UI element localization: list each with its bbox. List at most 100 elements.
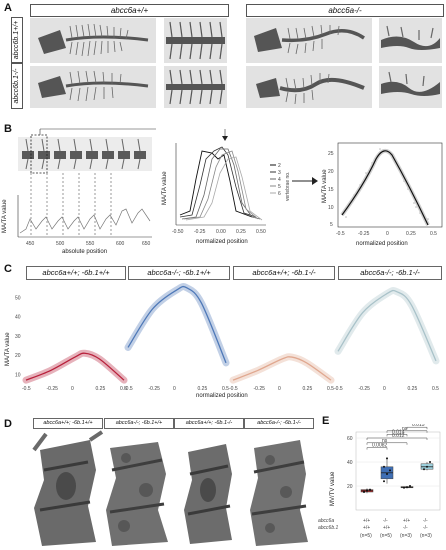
c-xtick: -0.5 xyxy=(124,386,133,392)
e-bracket xyxy=(406,426,428,430)
e-row2-value: -/- xyxy=(403,525,408,531)
panel-e-label: E xyxy=(322,415,330,427)
vertebra-closeup-wt-wt xyxy=(164,18,227,63)
d-vertebra-render-4 xyxy=(250,440,308,546)
e-pvalue: 0.0082 xyxy=(372,443,388,449)
b-right-xtick-2: -0.25 xyxy=(358,231,370,237)
b-right-ytick-25: 25 xyxy=(328,151,334,157)
skeleton-image-wt-ko xyxy=(30,66,156,108)
c-series-line xyxy=(127,285,227,364)
b-right-xtick-3: 0 xyxy=(386,231,389,237)
e-point xyxy=(403,486,405,489)
b-legend-item-2: 2 xyxy=(278,163,281,169)
c-xtick: 0.25 xyxy=(96,386,106,392)
e-ytick: 40 xyxy=(347,460,353,466)
e-row2-value: -/- xyxy=(423,525,428,531)
e-ytick: 20 xyxy=(347,484,353,490)
row-label-abcc6b1-ko: abcc6b.1-/- xyxy=(11,63,23,109)
b-legend-item-6: 6 xyxy=(278,191,281,197)
e-row1-value: +/+ xyxy=(403,518,410,524)
c-series-line xyxy=(232,356,332,381)
c-xtick: -0.25 xyxy=(149,386,161,392)
e-point xyxy=(383,465,385,468)
e-point xyxy=(389,469,391,472)
panel-a-label: A xyxy=(4,2,12,14)
b-legend-item-5: 5 xyxy=(278,184,281,190)
b-left-xtick-2: 500 xyxy=(56,241,65,247)
c-xtick: -0.25 xyxy=(47,386,59,392)
c-xtick: -0.5 xyxy=(22,386,31,392)
b-mid-xtick-5: 0.50 xyxy=(256,229,266,235)
panel-b-middle: MA/TA value -0.50 -0.25 0.00 0.25 0.50 n… xyxy=(162,129,291,245)
c-ytick: 40 xyxy=(15,315,21,321)
e-point xyxy=(406,486,408,489)
e-point xyxy=(409,485,411,487)
e-point xyxy=(386,457,388,460)
panel-b-left: MA/TA value 450 500 550 600 650 absolute… xyxy=(2,128,156,255)
c-xtick: -0.5 xyxy=(334,386,343,392)
c-xtick: 0.5 xyxy=(222,386,229,392)
e-point xyxy=(386,473,388,475)
c-xtick: -0.5 xyxy=(229,386,238,392)
b-left-xlabel: absolute position xyxy=(62,249,107,255)
d-condition-3: abcc6a+/+; -6b.1-/- xyxy=(174,418,244,429)
c-xtick: 0.25 xyxy=(198,386,208,392)
c-xtick: 0 xyxy=(278,386,281,392)
c-series-line xyxy=(25,352,125,381)
e-n-value: (n=5) xyxy=(360,533,372,539)
c-xtick: 0.25 xyxy=(408,386,418,392)
e-frame xyxy=(355,431,441,511)
c-ylabel: MA/TA value xyxy=(5,332,11,366)
b-arrow xyxy=(292,177,318,185)
e-point xyxy=(423,468,425,471)
b-mid-ylabel: MA/TA value xyxy=(162,171,168,205)
b-right-ylabel: MA/TA value xyxy=(322,169,328,203)
c-xtick: 0.5 xyxy=(432,386,439,392)
e-point xyxy=(429,461,431,463)
b-mid-xtick-4: 0.25 xyxy=(236,229,246,235)
e-pvalue: 0.014 xyxy=(392,429,405,435)
skeleton-image-ko-ko xyxy=(246,66,372,108)
c-xtick: 0 xyxy=(383,386,386,392)
d-condition-2: abcc6a-/-; -6b.1+/+ xyxy=(104,418,174,429)
b-right-ytick-5: 5 xyxy=(330,222,333,228)
e-bracket xyxy=(366,442,408,445)
panel-b-label: B xyxy=(4,123,12,135)
d-condition-1: abcc6a+/+; -6b.1+/+ xyxy=(33,418,103,429)
e-point xyxy=(369,488,371,491)
e-pvalue: 0.012 xyxy=(392,433,405,439)
b-right-xlabel: normalized position xyxy=(356,241,408,247)
e-point xyxy=(383,480,385,483)
e-n-value: (n=3) xyxy=(420,533,432,539)
c-xtick: 0 xyxy=(71,386,74,392)
e-pvalue: ns xyxy=(382,438,388,444)
panel-b-right: MA/TA value 5 10 15 20 25 -0.5 -0.25 0 0… xyxy=(322,142,443,247)
c-series-band xyxy=(229,353,335,384)
b-mid-xtick-2: -0.25 xyxy=(194,229,206,235)
e-bracket xyxy=(386,430,428,433)
panel-c-label: C xyxy=(4,263,12,275)
b-right-ytick-15: 15 xyxy=(328,187,334,193)
b-right-xtick-5: 0.5 xyxy=(430,231,437,237)
e-row2-label: abcc6b.1 xyxy=(318,525,339,531)
b-legend-title: vertebrae no. xyxy=(285,172,291,201)
panel-d-label: D xyxy=(4,418,12,430)
c-ytick: 50 xyxy=(15,295,21,301)
c-xtick: -0.25 xyxy=(254,386,266,392)
b-left-xtick-5: 650 xyxy=(142,241,151,247)
b-left-xtick-1: 450 xyxy=(26,241,35,247)
c-ytick: 10 xyxy=(15,372,21,378)
skeleton-image-ko-wt xyxy=(246,18,372,63)
b-right-xtick-4: 0.25 xyxy=(406,231,416,237)
e-point xyxy=(366,489,368,492)
b-right-ytick-10: 10 xyxy=(328,205,334,211)
vertebra-closeup-ko-wt xyxy=(379,18,442,63)
e-row1-value: -/- xyxy=(423,518,428,524)
e-ytick: 60 xyxy=(347,436,353,442)
b-right-xtick-1: -0.5 xyxy=(336,231,345,237)
c-condition-2: abcc6a-/-; -6b.1+/+ xyxy=(128,266,230,280)
panel-a-header-ko: abcc6a-/- xyxy=(246,4,444,17)
b-legend-item-4: 4 xyxy=(278,177,281,183)
e-n-value: (n=5) xyxy=(380,533,392,539)
